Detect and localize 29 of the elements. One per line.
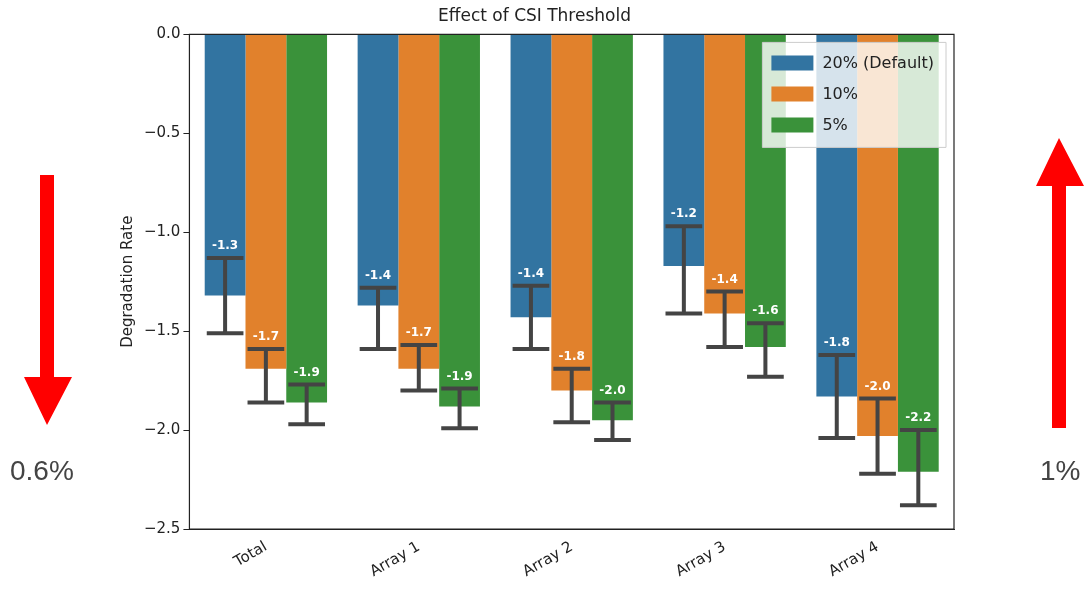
y-tick-label: −2.5 (143, 518, 181, 537)
y-tick-label: −1.0 (143, 222, 181, 241)
data-label: -1.4 (711, 271, 738, 286)
legend-label: 5% (822, 114, 848, 134)
data-label: -1.6 (752, 303, 779, 318)
data-label: -1.7 (405, 325, 432, 340)
data-label: -1.8 (558, 348, 585, 363)
data-label: -1.4 (517, 265, 545, 280)
legend-label: 20% (Default) (822, 52, 934, 72)
chart-title: Effect of CSI Threshold (438, 4, 631, 25)
x-tick-label: Total (229, 537, 270, 571)
y-tick-label: −1.5 (143, 321, 181, 340)
text: 1% (1040, 455, 1081, 487)
data-label: -1.8 (823, 335, 850, 350)
data-label: -1.9 (293, 364, 320, 379)
legend-label: 10% (822, 83, 858, 103)
data-label: -1.7 (252, 329, 280, 344)
y-axis-title: Degradation Rate (117, 215, 136, 348)
y-tick-label: 0.0 (156, 24, 181, 43)
y-tick-label: −0.5 (143, 123, 181, 142)
data-label: -2.0 (864, 378, 891, 393)
data-label: -1.2 (670, 206, 697, 221)
data-label: -1.4 (364, 267, 392, 282)
text: 0.6% (10, 455, 74, 487)
data-label: -1.3 (211, 238, 239, 253)
data-label: -1.9 (446, 368, 473, 383)
data-label: -2.2 (905, 410, 932, 425)
y-tick-label: −2.0 (143, 420, 181, 439)
data-label: -2.0 (599, 382, 626, 397)
